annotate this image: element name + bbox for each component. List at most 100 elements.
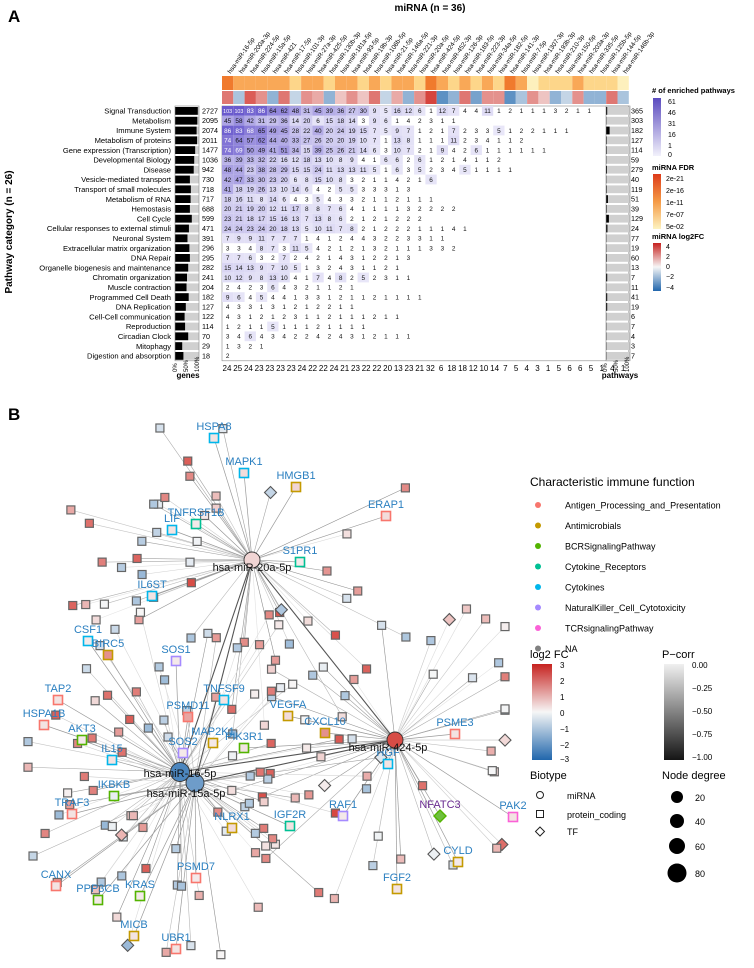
heat-value-21-13: 2 bbox=[373, 314, 377, 321]
heat-value-15-11: 3 bbox=[350, 255, 354, 262]
func-dot-0 bbox=[535, 502, 541, 508]
heat-cell-4-16 bbox=[402, 145, 415, 155]
node-gene-4 bbox=[211, 491, 221, 501]
mirna-fc-cell-5 bbox=[278, 91, 290, 104]
heat-value-2-16: 7 bbox=[407, 128, 411, 135]
heat-value-15-13: 2 bbox=[373, 255, 377, 262]
heat-value-6-22: 1 bbox=[474, 167, 478, 174]
heat-cell-2-6 bbox=[289, 125, 302, 136]
heat-value-5-0: 36 bbox=[224, 157, 232, 164]
node-PSMD7 bbox=[190, 872, 202, 884]
node-gene-31 bbox=[342, 593, 352, 603]
gene-count-18: 204 bbox=[202, 283, 214, 292]
heat-value-11-9: 8 bbox=[328, 216, 332, 223]
heat-value-2-1: 83 bbox=[235, 128, 243, 135]
degree-60-label: 60 bbox=[695, 842, 705, 852]
label-RAF1: RAF1 bbox=[329, 799, 357, 811]
heat-value-4-16: 7 bbox=[407, 147, 411, 154]
edge-bg-23 bbox=[153, 503, 253, 561]
heat-value-14-14: 2 bbox=[384, 245, 388, 252]
heat-value-14-6: 11 bbox=[292, 245, 299, 252]
pathway-bar-19 bbox=[606, 293, 608, 301]
heat-value-22-7: 1 bbox=[305, 324, 309, 331]
pathway-label-25: Digestion and absorption bbox=[87, 352, 171, 361]
fdr-tick-2: 1e-11 bbox=[666, 200, 683, 207]
node-gene-6 bbox=[330, 630, 341, 640]
heat-value-1-0: 45 bbox=[224, 118, 232, 125]
edge-HMGB1 bbox=[251, 486, 297, 561]
mirna-fc-cell-33 bbox=[594, 91, 607, 104]
heat-cell-6-11 bbox=[346, 164, 358, 175]
hub-hsa-miR-15a-5p bbox=[185, 773, 205, 793]
node-gene-82 bbox=[340, 691, 350, 701]
node-gene-72 bbox=[308, 670, 318, 680]
mirna-fdr-cell-24 bbox=[493, 76, 505, 90]
pathway-label-24: Mitophagy bbox=[136, 342, 171, 351]
pathway-label-12: Cellular responses to external stimuli bbox=[47, 224, 171, 233]
gene-count-12: 471 bbox=[202, 224, 214, 233]
column-total-31: 5 bbox=[557, 364, 562, 373]
legend-func-title: Characteristic immune function bbox=[530, 475, 695, 489]
node-gene-9 bbox=[152, 527, 162, 538]
node-gene-137 bbox=[117, 871, 127, 881]
heat-value-7-2: 33 bbox=[247, 177, 255, 184]
gene-bar-22 bbox=[175, 322, 186, 331]
heat-value-6-5: 29 bbox=[281, 167, 289, 174]
edge-bg-7 bbox=[138, 559, 253, 620]
edge-CXCL10 bbox=[324, 732, 396, 741]
node-gene-88 bbox=[114, 727, 124, 737]
label-PIK3R1: PIK3R1 bbox=[225, 731, 263, 743]
gene-bar-2 bbox=[175, 126, 197, 135]
heat-value-16-3: 9 bbox=[260, 265, 264, 272]
heat-cell-6-9 bbox=[323, 164, 335, 175]
column-total-26: 7 bbox=[503, 364, 508, 373]
pathway-bar-frame bbox=[605, 105, 631, 362]
edge-bg-67 bbox=[394, 676, 506, 741]
heat-value-0-18: 1 bbox=[429, 108, 433, 115]
heat-value-10-16: 3 bbox=[407, 206, 411, 213]
heat-value-16-10: 4 bbox=[339, 265, 343, 272]
heat-value-23-6: 2 bbox=[294, 334, 298, 341]
mirna-fc-cell-3 bbox=[255, 91, 268, 104]
heat-value-4-6: 34 bbox=[292, 147, 300, 154]
node-gene-113 bbox=[102, 690, 113, 700]
heat-value-15-6: 2 bbox=[294, 255, 298, 262]
heat-value-3-2: 57 bbox=[247, 138, 255, 145]
heat-value-21-2: 1 bbox=[248, 314, 252, 321]
legend-log2fc: log2 FC 3 2 1 0 −1 −2 −3 bbox=[530, 649, 570, 764]
heat-value-9-8: 5 bbox=[316, 196, 320, 203]
legend-fdr-title: miRNA FDR bbox=[652, 163, 695, 172]
pathway-bar-2 bbox=[606, 126, 610, 135]
heat-value-17-11: 2 bbox=[350, 275, 354, 282]
heat-value-1-4: 29 bbox=[269, 118, 277, 125]
heat-value-2-15: 9 bbox=[395, 128, 399, 135]
heat-value-0-7: 31 bbox=[303, 108, 311, 115]
mirna-fc-cell-7 bbox=[301, 91, 313, 104]
label-HMGB1: HMGB1 bbox=[276, 470, 315, 482]
heat-cell-13-2 bbox=[244, 233, 256, 244]
node-MAP2K1 bbox=[207, 737, 219, 749]
heat-cell-0-11 bbox=[346, 106, 358, 116]
heat-cell-7-9 bbox=[323, 174, 335, 185]
node-gene-139 bbox=[125, 714, 135, 725]
gene-count-2: 2074 bbox=[202, 126, 218, 135]
heat-value-3-19: 1 bbox=[441, 138, 445, 145]
column-total-0: 24 bbox=[223, 364, 232, 373]
column-total-2: 24 bbox=[244, 364, 253, 373]
heat-cell-2-14 bbox=[380, 125, 392, 136]
heat-value-21-7: 1 bbox=[305, 314, 309, 321]
node-KRAS bbox=[134, 890, 146, 902]
mirna-fdr-cell-29 bbox=[549, 76, 561, 90]
node-IGF2R bbox=[284, 820, 296, 832]
mirna-fdr-cell-12 bbox=[357, 76, 369, 90]
column-total-34: 5 bbox=[589, 364, 594, 373]
heat-value-12-13: 1 bbox=[373, 226, 377, 233]
heat-value-12-6: 13 bbox=[292, 226, 300, 233]
column-total-6: 23 bbox=[287, 364, 296, 373]
heat-value-2-10: 24 bbox=[337, 128, 345, 135]
heat-value-12-19: 1 bbox=[441, 226, 445, 233]
heat-value-1-20: 1 bbox=[452, 118, 456, 125]
heat-value-6-13: 5 bbox=[373, 167, 377, 174]
pc-tick-2: −0.50 bbox=[692, 707, 713, 716]
heat-value-15-14: 2 bbox=[384, 255, 388, 262]
